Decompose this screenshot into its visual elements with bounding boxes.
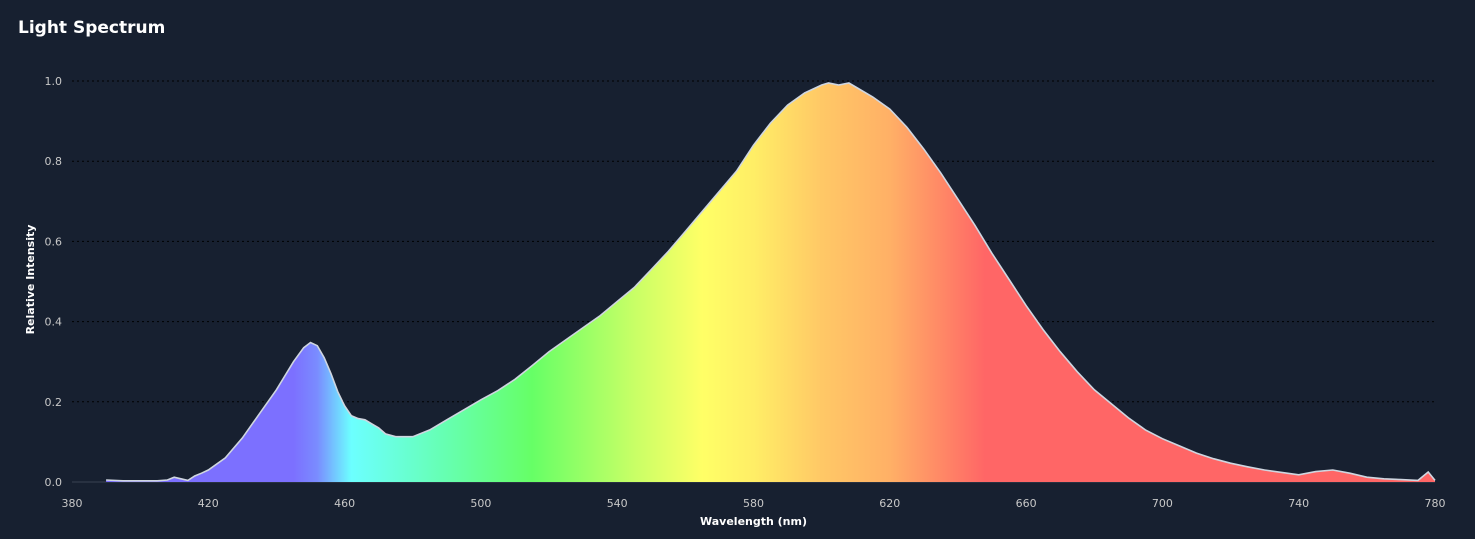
x-axis-ticks: 380 420 460 500 540 580 620 660 700 740 780 [62, 497, 1446, 510]
x-axis-title: Wavelength (nm) [700, 515, 807, 528]
spectrum-area [106, 82, 1436, 482]
x-tick-label: 740 [1288, 497, 1309, 510]
x-tick-label: 500 [470, 497, 491, 510]
x-tick-label: 420 [198, 497, 219, 510]
y-tick-label: 0.2 [45, 396, 63, 409]
spectrum-fill [106, 83, 1436, 482]
spectrum-line [106, 82, 1436, 482]
x-tick-label: 380 [62, 497, 83, 510]
y-axis-ticks: 0.0 0.2 0.4 0.6 0.8 1.0 [45, 75, 63, 489]
y-tick-label: 0.6 [45, 235, 63, 248]
x-tick-label: 700 [1152, 497, 1173, 510]
y-tick-label: 0.0 [45, 476, 63, 489]
y-tick-label: 0.4 [45, 316, 63, 329]
x-tick-label: 580 [743, 497, 764, 510]
x-tick-label: 660 [1016, 497, 1037, 510]
chart-title: Light Spectrum [18, 18, 166, 38]
y-tick-label: 0.8 [45, 155, 63, 168]
x-tick-label: 780 [1425, 497, 1446, 510]
y-tick-label: 1.0 [45, 75, 63, 88]
x-tick-label: 460 [334, 497, 355, 510]
x-tick-label: 540 [607, 497, 628, 510]
y-axis-title: Relative Intensity [24, 225, 37, 335]
x-tick-label: 620 [879, 497, 900, 510]
